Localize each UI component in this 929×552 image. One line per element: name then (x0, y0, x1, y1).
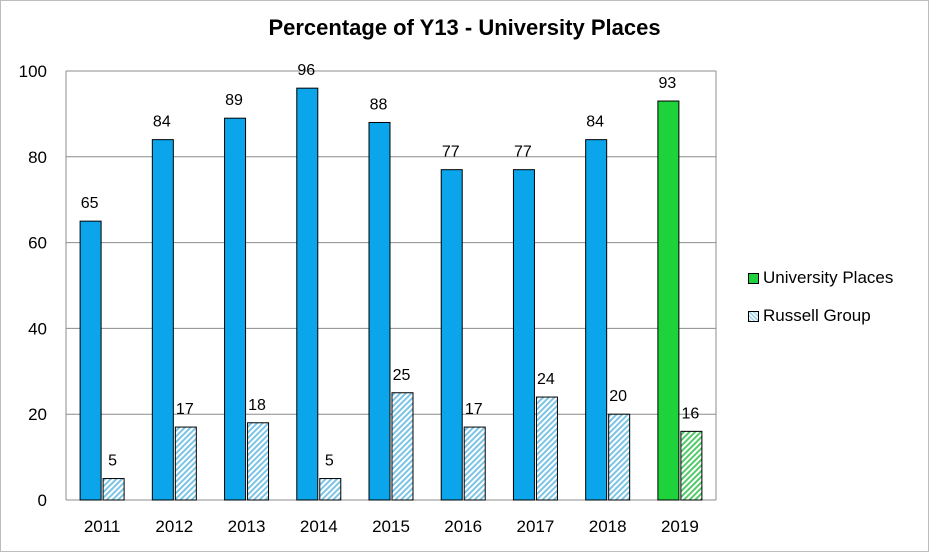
bar-russell-group (174, 426, 197, 501)
y-axis: 0 20 40 60 80 100 (19, 62, 717, 510)
legend: University Places Russell Group (748, 268, 893, 344)
x-tick-label: 2017 (517, 517, 555, 536)
bar-university-places (585, 139, 608, 501)
x-tick-label: 2014 (300, 517, 338, 536)
bar-russell-group (102, 478, 125, 501)
data-label-russell-group: 24 (537, 371, 555, 388)
legend-label-university: University Places (763, 268, 894, 287)
y-tick-label: 60 (28, 234, 47, 253)
data-label-university-places: 77 (442, 144, 460, 161)
bar-russell-group (535, 396, 558, 501)
y-tick-label: 100 (19, 62, 47, 81)
x-tick-label: 2015 (372, 517, 410, 536)
data-label-russell-group: 17 (176, 401, 194, 418)
data-label-university-places: 84 (586, 114, 604, 131)
bar-university-places (440, 169, 463, 501)
bar-university-places (512, 169, 535, 501)
data-label-university-places: 96 (297, 62, 315, 79)
data-label-university-places: 89 (225, 92, 243, 109)
bar-russell-group (247, 422, 270, 501)
legend-swatch-russell (748, 310, 759, 322)
data-label-russell-group: 17 (465, 401, 483, 418)
bar-university-places (657, 100, 680, 501)
data-labels: 65 5 84 17 89 18 96 5 88 25 77 17 77 24 84 20 93 16 (81, 62, 700, 469)
y-tick-label: 0 (38, 491, 47, 510)
gridlines (66, 70, 716, 501)
legend-item-university: University Places (748, 268, 893, 288)
y-tick-label: 40 (28, 319, 47, 338)
bar-russell-group (319, 478, 342, 501)
chart-title: Percentage of Y13 - University Places (268, 15, 661, 40)
x-axis: 2011 2012 2013 2014 2015 2016 2017 2018 2019 (84, 517, 699, 536)
legend-label-russell: Russell Group (763, 306, 871, 325)
data-label-university-places: 84 (153, 114, 171, 131)
x-tick-label: 2016 (444, 517, 482, 536)
x-tick-label: 2019 (661, 517, 699, 536)
x-tick-label: 2018 (589, 517, 627, 536)
x-tick-label: 2012 (155, 517, 193, 536)
bar-university-places (296, 87, 319, 501)
legend-item-russell: Russell Group (748, 306, 893, 326)
bar-russell-group (608, 413, 631, 501)
bars (79, 87, 703, 501)
data-label-russell-group: 5 (108, 453, 117, 470)
data-label-russell-group: 20 (609, 388, 627, 405)
bar-university-places (79, 220, 102, 501)
y-tick-label: 20 (28, 405, 47, 424)
x-tick-label: 2013 (228, 517, 266, 536)
bar-university-places (224, 117, 247, 501)
bar-university-places (368, 121, 391, 501)
data-label-university-places: 65 (81, 195, 99, 212)
data-label-russell-group: 18 (248, 397, 266, 414)
x-tick-label: 2011 (84, 517, 121, 536)
legend-swatch-university (748, 272, 759, 284)
data-label-university-places: 77 (514, 144, 532, 161)
data-label-university-places: 88 (370, 96, 388, 113)
bar-russell-group (391, 392, 414, 501)
y-tick-label: 80 (28, 148, 47, 167)
bar-russell-group (463, 426, 486, 501)
data-label-university-places: 93 (658, 75, 676, 92)
bar-university-places (151, 139, 174, 501)
data-label-russell-group: 16 (681, 405, 699, 422)
bar-russell-group (680, 430, 703, 501)
data-label-russell-group: 5 (325, 453, 334, 470)
data-label-russell-group: 25 (393, 367, 411, 384)
